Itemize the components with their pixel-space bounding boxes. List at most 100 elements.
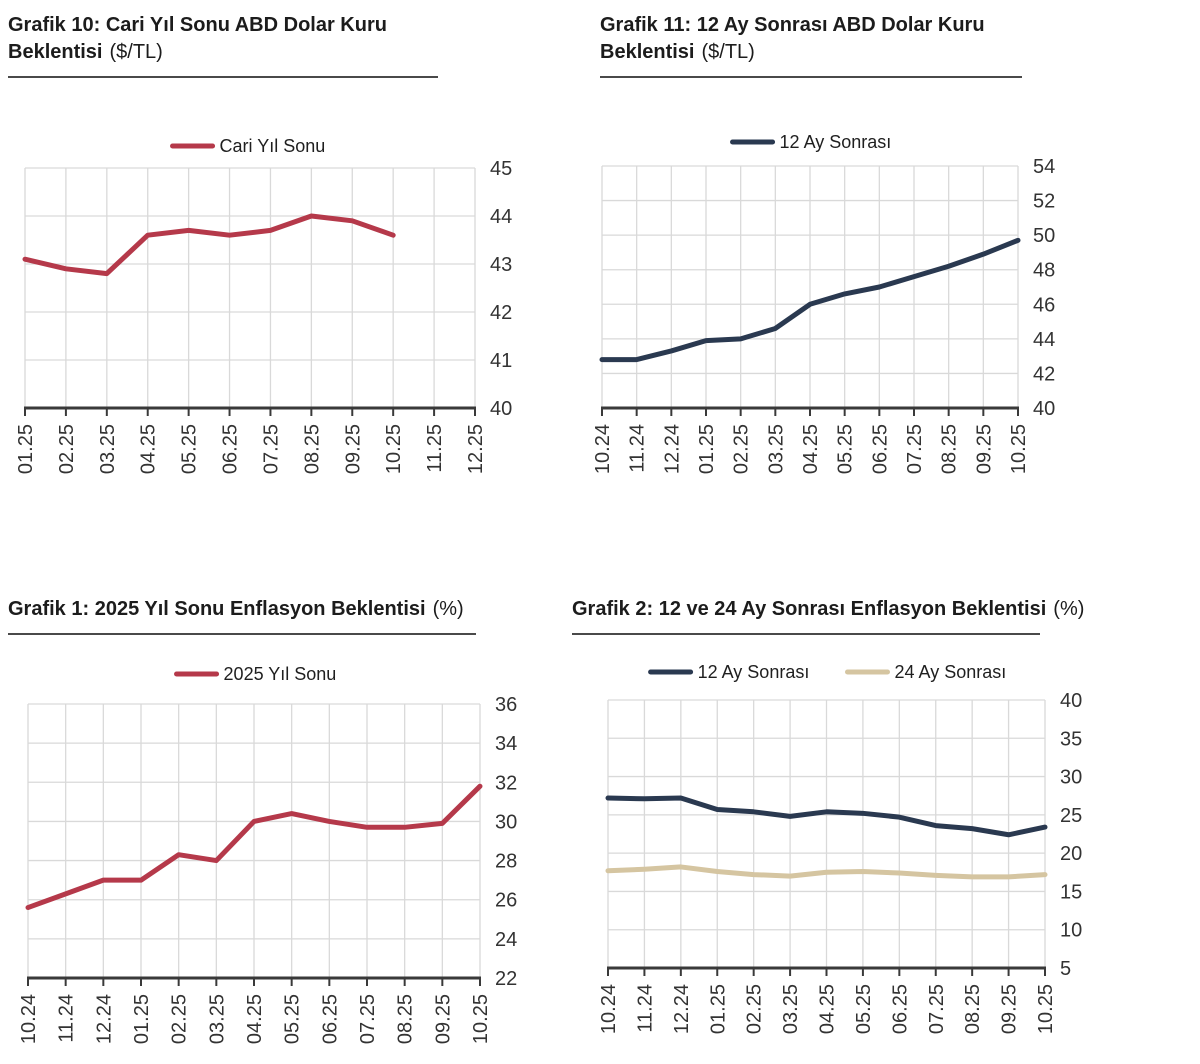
x-tick-label: 07.25 [260, 424, 282, 474]
series-line [605, 795, 1048, 838]
y-tick-label: 10 [1060, 920, 1082, 942]
x-tick-label: 05.25 [835, 424, 857, 474]
y-tick-label: 24 [495, 929, 517, 951]
x-tick-label: 10.25 [383, 424, 405, 474]
y-tick-label: 44 [1033, 329, 1055, 351]
series-line [605, 864, 1048, 880]
y-axis-labels: 40 42 44 46 48 50 52 54 [1033, 156, 1055, 420]
x-tick-label: 10.25 [1008, 424, 1030, 474]
x-tick-label: 03.25 [97, 424, 119, 474]
grid-lines [27, 703, 481, 979]
y-tick-label: 20 [1060, 843, 1082, 865]
chart-title-grafik10: Grafik 10: Cari Yıl Sonu ABD Dolar Kuru … [8, 12, 478, 66]
legend-label: Cari Yıl Sonu [220, 136, 326, 156]
y-tick-label: 46 [1033, 294, 1055, 316]
y-tick-label: 54 [1033, 156, 1055, 178]
y-tick-label: 5 [1060, 958, 1071, 980]
x-tick-label: 07.25 [904, 424, 926, 474]
x-tick-label: 09.25 [999, 984, 1021, 1034]
legend: 12 Ay Sonrası 24 Ay Sonrası [648, 662, 1007, 682]
y-tick-label: 42 [1033, 363, 1055, 385]
x-axis [607, 966, 1046, 976]
x-tick-label: 01.25 [707, 984, 729, 1034]
y-tick-label: 26 [495, 890, 517, 912]
legend: 2025 Yıl Sonu [174, 664, 337, 684]
x-tick-label: 08.25 [301, 424, 323, 474]
x-tick-label: 11.24 [627, 424, 649, 473]
line-chart-grafik11: 40 42 44 46 48 50 52 54 10.24 11.24 12.24 01.25 02.2… [592, 132, 1055, 474]
legend-label: 24 Ay Sonrası [895, 662, 1007, 682]
x-tick-label: 11.25 [424, 424, 446, 473]
y-tick-label: 48 [1033, 260, 1055, 282]
y-tick-label: 30 [495, 811, 517, 833]
x-tick-label: 06.25 [889, 984, 911, 1034]
x-tick-label: 06.25 [220, 424, 242, 474]
x-tick-label: 01.25 [131, 994, 153, 1044]
legend-label: 12 Ay Sonrası [780, 132, 892, 152]
x-tick-label: 09.25 [973, 424, 995, 474]
y-tick-label: 15 [1060, 881, 1082, 903]
x-tick-label: 08.25 [939, 424, 961, 474]
x-axis-labels: 10.24 11.24 12.24 01.25 02.25 03.25 04.25 05.25… [598, 984, 1057, 1034]
legend: Cari Yıl Sonu [170, 136, 326, 156]
chart-title-unit: (%) [432, 598, 464, 620]
x-axis [24, 406, 476, 416]
y-tick-label: 36 [495, 694, 517, 716]
series-line [25, 783, 483, 911]
x-tick-label: 09.25 [432, 994, 454, 1044]
y-tick-label: 52 [1033, 191, 1055, 213]
x-tick-label: 07.25 [357, 994, 379, 1044]
x-tick-label: 12.24 [671, 984, 693, 1034]
x-tick-label: 06.25 [319, 994, 341, 1044]
line-chart-grafik2: 5 10 15 20 25 30 35 40 10.24 11.24 12.24 01.25 02.25… [598, 662, 1082, 1034]
x-tick-label: 03.25 [765, 424, 787, 474]
y-axis-labels: 40 41 42 43 44 45 [490, 158, 512, 420]
x-tick-label: 05.25 [853, 984, 875, 1034]
y-tick-label: 50 [1033, 225, 1055, 247]
x-tick-label: 02.25 [56, 424, 78, 474]
legend-label: 12 Ay Sonrası [698, 662, 810, 682]
x-tick-label: 10.24 [18, 994, 40, 1044]
chart-title-text: Grafik 2: 12 ve 24 Ay Sonrası Enflasyon … [572, 598, 1047, 620]
line-chart-grafik10: 40 41 42 43 44 45 01.25 02.25 03.25 04.25 05.25 06.… [15, 136, 512, 474]
x-tick-label: 03.25 [206, 994, 228, 1044]
chart-panel-grafik1: Grafik 1: 2025 Yıl Sonu Enflasyon Beklen… [8, 596, 564, 1044]
x-tick-label: 05.25 [179, 424, 201, 474]
y-tick-label: 41 [490, 350, 512, 372]
x-axis-labels: 10.24 11.24 12.24 01.25 02.25 03.25 04.25 05.25… [18, 994, 492, 1044]
title-underline [572, 633, 1040, 635]
x-tick-label: 02.25 [169, 994, 191, 1044]
y-tick-label: 28 [495, 851, 517, 873]
grid-lines [607, 699, 1046, 969]
x-axis [601, 406, 1019, 416]
legend-label: 2025 Yıl Sonu [224, 664, 337, 684]
chart-title-grafik1: Grafik 1: 2025 Yıl Sonu Enflasyon Beklen… [8, 596, 564, 623]
y-tick-label: 42 [490, 302, 512, 324]
chart-panel-grafik11: Grafik 11: 12 Ay Sonrası ABD Dolar Kuru … [592, 12, 1070, 474]
x-tick-label: 08.25 [395, 994, 417, 1044]
y-tick-label: 40 [490, 398, 512, 420]
x-tick-label: 04.25 [244, 994, 266, 1044]
chart-panel-grafik10: Grafik 10: Cari Yıl Sonu ABD Dolar Kuru … [8, 12, 512, 474]
x-tick-label: 06.25 [869, 424, 891, 474]
y-axis-labels: 5 10 15 20 25 30 35 40 [1060, 690, 1082, 980]
grid-lines [601, 165, 1019, 409]
x-tick-label: 12.25 [465, 424, 487, 474]
x-tick-label: 11.24 [56, 994, 78, 1043]
x-tick-label: 03.25 [780, 984, 802, 1034]
chart-title-unit: (%) [1053, 598, 1085, 620]
chart-title-text: Grafik 10: Cari Yıl Sonu ABD Dolar Kuru … [8, 14, 387, 63]
x-tick-label: 01.25 [696, 424, 718, 474]
title-underline [8, 633, 476, 635]
legend: 12 Ay Sonrası [730, 132, 892, 152]
title-underline [600, 76, 1022, 78]
y-tick-label: 30 [1060, 767, 1082, 789]
y-axis-labels: 22 24 26 28 30 32 34 36 [495, 694, 517, 990]
x-tick-label: 05.25 [282, 994, 304, 1044]
grid-lines [24, 167, 476, 409]
y-tick-label: 43 [490, 254, 512, 276]
y-tick-label: 25 [1060, 805, 1082, 827]
x-tick-label: 01.25 [15, 424, 37, 474]
x-tick-label: 12.24 [93, 994, 115, 1044]
y-tick-label: 34 [495, 733, 517, 755]
